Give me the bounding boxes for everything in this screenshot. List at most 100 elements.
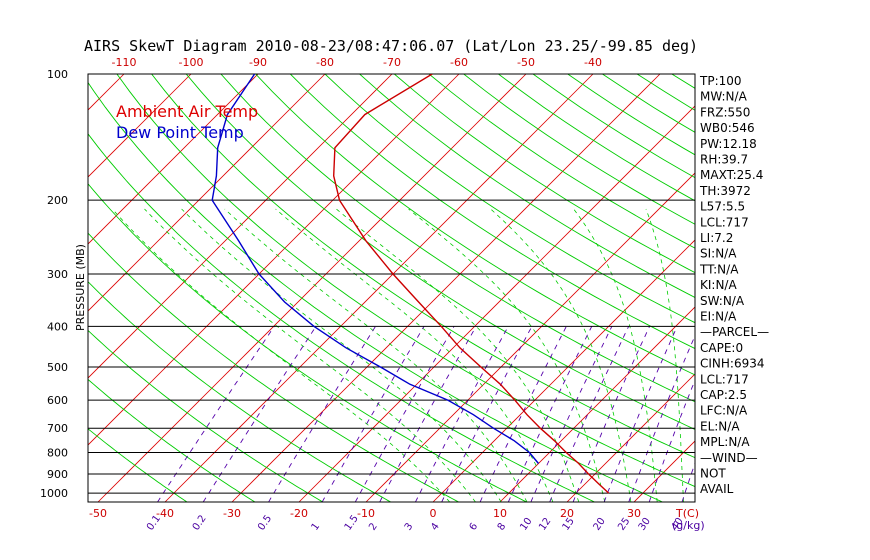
mixing-ratio-label: 12 [537, 516, 553, 533]
mixing-ratio-line [681, 461, 695, 502]
stability-index-item: PW:12.18 [700, 137, 757, 151]
legend-ambient-air-temp: Ambient Air Temp [116, 102, 258, 121]
stability-index-item: FRZ:550 [700, 105, 750, 119]
mixing-ratio-label: 0.2 [191, 513, 209, 532]
pressure-tick-label: 200 [47, 194, 68, 207]
dry-adiabat [428, 74, 695, 249]
mixing-ratio-line [379, 326, 477, 502]
moist-adiabat [275, 208, 554, 502]
chart-grid [0, 74, 870, 502]
dry-adiabat [88, 183, 527, 502]
stability-index-item: CAPE:0 [700, 341, 743, 355]
top-temp-tick-label: -110 [112, 56, 137, 69]
isotherm [566, 373, 695, 502]
mixing-ratio-line [354, 326, 455, 502]
top-temp-tick-label: -50 [517, 56, 535, 69]
mixing-ratio-label: 4 [429, 521, 442, 533]
isotherm [768, 74, 870, 502]
stability-index-item: LCL:717 [700, 372, 749, 386]
bottom-temp-tick-label: 20 [560, 507, 574, 520]
stability-index-item: KI:N/A [700, 278, 737, 292]
top-temp-tick-label: -90 [249, 56, 267, 69]
stability-index-item: L57:5.5 [700, 200, 745, 214]
dry-adiabat [88, 378, 256, 502]
isotherm [298, 105, 695, 502]
dry-adiabat [151, 74, 695, 459]
pressure-tick-label: 300 [47, 268, 68, 281]
moist-adiabat [408, 208, 606, 502]
mixing-ratio-line [157, 326, 275, 502]
dry-adiabat [88, 81, 663, 502]
dry-adiabat [359, 74, 695, 298]
stability-index-item: EI:N/A [700, 310, 737, 324]
dry-adiabat [324, 74, 695, 324]
isotherm [0, 74, 57, 502]
mixing-ratio-line [202, 326, 317, 502]
isotherm [432, 239, 695, 502]
dry-adiabat [116, 74, 695, 488]
mixing-ratio-label: 1 [310, 521, 323, 533]
mixing-ratio-label: 0.5 [256, 513, 274, 532]
stability-index-item: LFC:N/A [700, 404, 748, 418]
stability-index-item: —WIND— [700, 451, 758, 465]
stability-index-item: WB0:546 [700, 121, 755, 135]
mixing-ratio-unit: (g/kg) [672, 519, 705, 532]
dry-adiabat [88, 133, 595, 502]
stability-index-item: CINH:6934 [700, 357, 765, 371]
bottom-temp-tick-label: -20 [290, 507, 308, 520]
chart-title: AIRS SkewT Diagram 2010-08-23/08:47:06.0… [84, 37, 698, 55]
bottom-temp-tick-label: -50 [89, 507, 107, 520]
mixing-ratio-label: 2 [367, 521, 380, 533]
isotherm [164, 74, 594, 502]
mixing-ratio-line [268, 326, 376, 502]
dry-adiabat [88, 232, 459, 502]
moist-adiabat [111, 208, 451, 502]
moist-adiabat [645, 208, 684, 502]
mixing-ratio-line [441, 326, 533, 502]
mixing-ratio-line [572, 326, 651, 502]
stability-index-item: TH:3972 [699, 184, 751, 198]
stability-index-item: LI:7.2 [700, 231, 733, 245]
dry-adiabat [88, 329, 324, 502]
plot-border [87, 73, 696, 503]
isotherm [97, 74, 527, 502]
bottom-temp-tick-label: 10 [493, 507, 507, 520]
mixing-ratio-line [415, 326, 509, 502]
isotherm [88, 74, 326, 312]
stability-index-item: CAP:2.5 [700, 388, 747, 402]
mixing-ratio-line [530, 326, 613, 502]
ambient-air-temp-line [332, 74, 610, 494]
bottom-temp-tick-label: -10 [357, 507, 375, 520]
moist-adiabat [490, 208, 632, 502]
stability-index-item: SI:N/A [700, 247, 737, 261]
isotherm [88, 74, 125, 111]
moist-adiabat [144, 208, 476, 502]
dry-adiabat [255, 74, 695, 376]
stability-index-item: AVAIL [700, 482, 734, 496]
stability-index-item: LCL:717 [700, 215, 749, 229]
dry-adiabat [289, 74, 695, 350]
moist-adiabat [336, 208, 580, 502]
stability-index-item: SW:N/A [700, 294, 745, 308]
top-temp-tick-label: -100 [179, 56, 204, 69]
legend-dew-point-temp: Dew Point Temp [116, 123, 244, 142]
top-temp-tick-label: -40 [584, 56, 602, 69]
bottom-temp-tick-label: -40 [156, 507, 174, 520]
mixing-ratio-line [603, 326, 678, 502]
stability-index-item: TT:N/A [699, 262, 739, 276]
pressure-tick-label: 1000 [40, 487, 68, 500]
plot-frame [87, 73, 696, 503]
isotherm [499, 306, 695, 502]
mixing-ratio-line [549, 326, 630, 502]
isotherm [88, 74, 393, 379]
mixing-ratio-label: 20 [592, 516, 608, 533]
mixing-ratio-label: 10 [518, 516, 534, 533]
bottom-temp-tick-label: 30 [627, 507, 641, 520]
chart-legend: Ambient Air Temp Dew Point Temp [116, 102, 258, 142]
top-temp-tick-label: -80 [316, 56, 334, 69]
stability-index-item: —PARCEL— [700, 325, 769, 339]
mixing-ratio-line [321, 326, 425, 502]
stability-index-item: MW:N/A [700, 90, 748, 104]
